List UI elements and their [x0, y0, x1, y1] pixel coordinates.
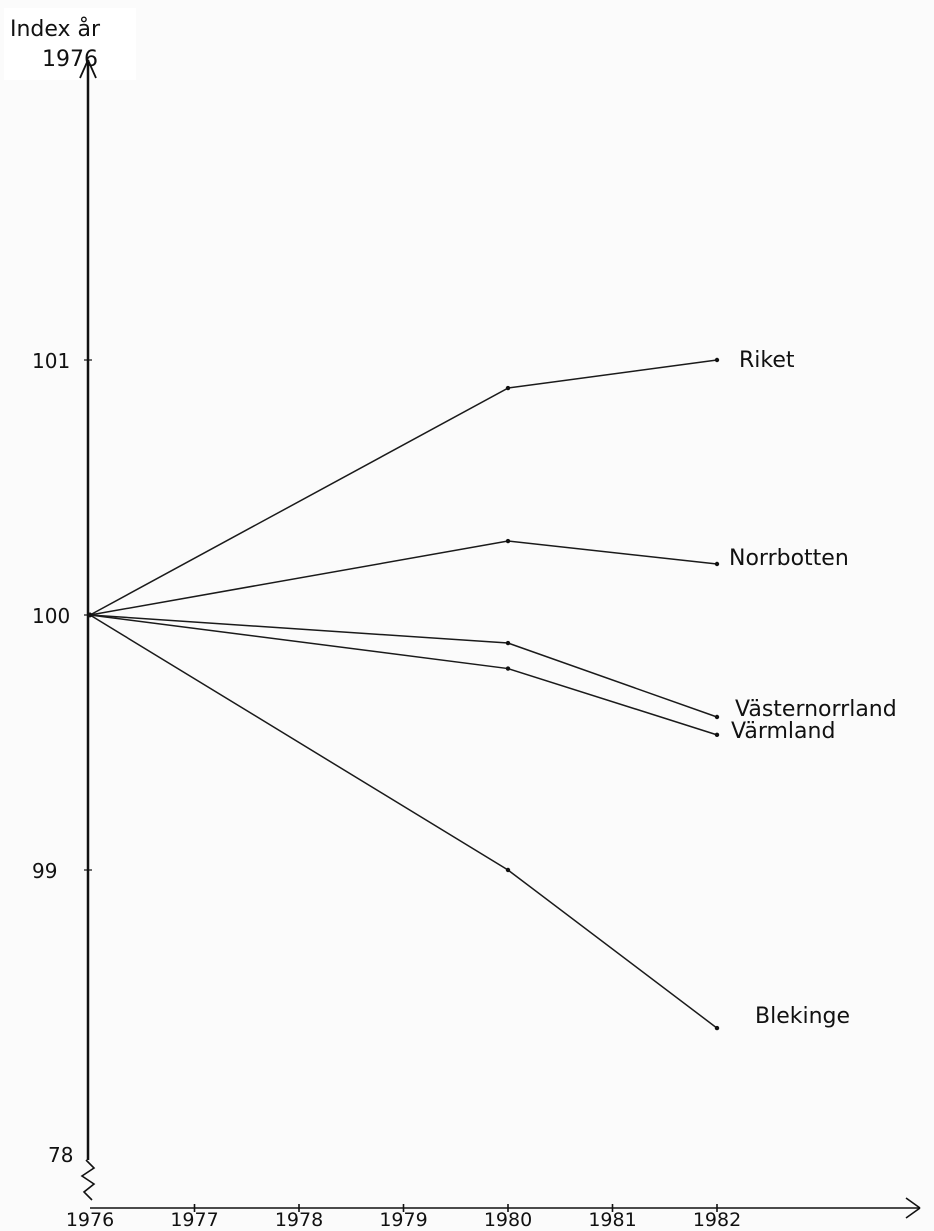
- data-point: [505, 538, 511, 544]
- x-tick-label: 1981: [588, 1209, 636, 1231]
- y-axis-arrow-left: [79, 59, 89, 79]
- y-tick-label: 99: [32, 859, 57, 883]
- data-point: [714, 357, 720, 363]
- data-point: [505, 385, 511, 391]
- tick-marks: [84, 359, 718, 1212]
- series-label: Västernorrland: [735, 697, 897, 722]
- series-label: Värmland: [731, 719, 835, 744]
- axis-break-mark: [80, 1159, 96, 1201]
- data-point: [714, 714, 720, 720]
- tick-labels: 1976 1977 1978 1979 1980 1981 1982 101 100 99 78: [32, 349, 741, 1231]
- data-point: [505, 867, 511, 873]
- y-tick-label: 101: [32, 349, 70, 373]
- series-label: Riket: [739, 348, 795, 373]
- data-point: [714, 1025, 720, 1031]
- y-axis-title-line1: Index år: [10, 16, 101, 42]
- y-tick-label: 78: [48, 1143, 73, 1167]
- series-lines: [87, 357, 720, 1031]
- data-point: [505, 640, 511, 646]
- series-line: [89, 614, 718, 718]
- series-label: Blekinge: [755, 1004, 850, 1029]
- data-point: [714, 732, 720, 738]
- x-axis-arrow-bottom: [905, 1207, 921, 1219]
- y-tick-label: 100: [32, 604, 70, 628]
- series-label: Norrbotten: [729, 546, 849, 571]
- series-line: [89, 614, 718, 1029]
- series-line: [89, 359, 718, 616]
- y-axis-title-line2: 1976: [42, 47, 98, 72]
- data-point: [505, 666, 511, 671]
- data-point: [87, 612, 93, 618]
- x-tick-label: 1978: [275, 1209, 323, 1231]
- series-line: [89, 540, 718, 616]
- x-tick-label: 1976: [66, 1209, 114, 1231]
- data-point: [714, 561, 720, 567]
- x-axis-arrow-top: [905, 1197, 921, 1209]
- x-tick-label: 1977: [170, 1209, 218, 1231]
- x-tick-label: 1980: [484, 1209, 532, 1231]
- x-tick-label: 1979: [379, 1209, 427, 1231]
- y-axis-arrow-right: [87, 59, 97, 79]
- series-line: [89, 614, 718, 736]
- x-tick-label: 1982: [693, 1209, 741, 1231]
- y-axis-title-background: [4, 8, 136, 80]
